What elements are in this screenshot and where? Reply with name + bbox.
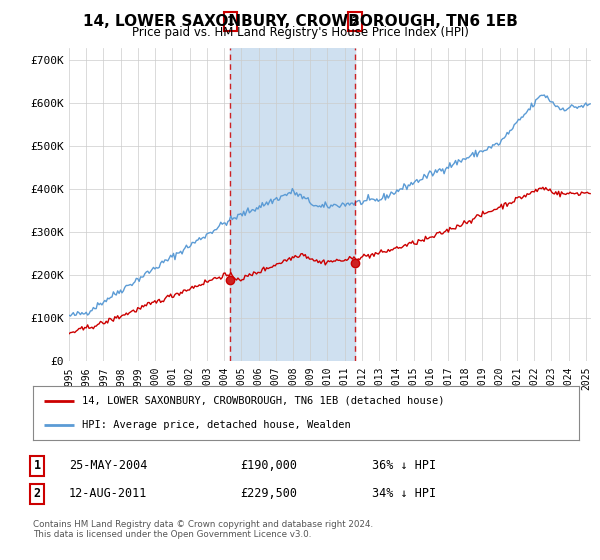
Text: 12-AUG-2011: 12-AUG-2011 — [69, 487, 148, 501]
Text: 36% ↓ HPI: 36% ↓ HPI — [372, 459, 436, 473]
Text: 14, LOWER SAXONBURY, CROWBOROUGH, TN6 1EB: 14, LOWER SAXONBURY, CROWBOROUGH, TN6 1E… — [83, 14, 517, 29]
Text: £229,500: £229,500 — [240, 487, 297, 501]
Text: 1: 1 — [227, 15, 234, 28]
Text: £190,000: £190,000 — [240, 459, 297, 473]
Bar — [230, 48, 355, 361]
Text: 25-MAY-2004: 25-MAY-2004 — [69, 459, 148, 473]
Text: 2: 2 — [34, 487, 41, 501]
Text: 2: 2 — [352, 15, 359, 28]
Text: 34% ↓ HPI: 34% ↓ HPI — [372, 487, 436, 501]
Text: Contains HM Land Registry data © Crown copyright and database right 2024.
This d: Contains HM Land Registry data © Crown c… — [33, 520, 373, 539]
Text: HPI: Average price, detached house, Wealden: HPI: Average price, detached house, Weal… — [82, 420, 351, 430]
Text: 1: 1 — [34, 459, 41, 473]
Text: 14, LOWER SAXONBURY, CROWBOROUGH, TN6 1EB (detached house): 14, LOWER SAXONBURY, CROWBOROUGH, TN6 1E… — [82, 396, 445, 406]
Text: Price paid vs. HM Land Registry's House Price Index (HPI): Price paid vs. HM Land Registry's House … — [131, 26, 469, 39]
